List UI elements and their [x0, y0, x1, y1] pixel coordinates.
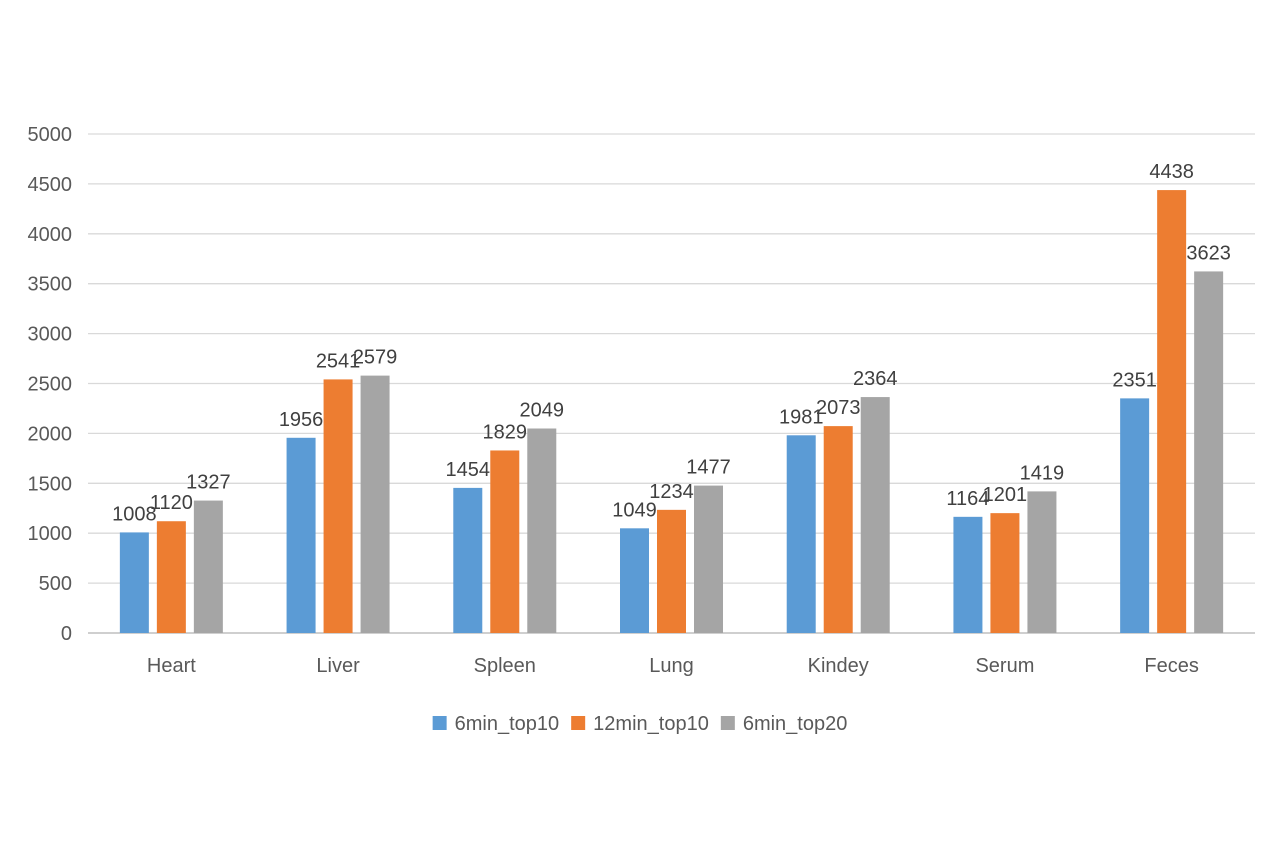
y-axis-ticks: 0 500 1000 1500 2000 2500 3000 3500 4000 4500 5000	[28, 124, 73, 645]
legend-item: 12min_top10	[571, 713, 709, 735]
bar	[1027, 491, 1057, 633]
bar	[1194, 271, 1224, 633]
x-tick-label: Feces	[1144, 655, 1198, 677]
legend-item: 6min_top20	[720, 713, 848, 735]
legend-swatch	[720, 716, 735, 730]
data-label: 2073	[816, 397, 861, 419]
bar	[1157, 190, 1187, 634]
legend-label: 6min_top10	[455, 713, 560, 735]
data-label: 1829	[483, 421, 528, 443]
data-label: 1201	[983, 484, 1028, 506]
legend-swatch	[432, 716, 447, 730]
bar	[527, 428, 557, 633]
data-label: 1419	[1020, 462, 1065, 484]
bar	[823, 426, 853, 633]
bar	[453, 487, 483, 633]
data-label: 2351	[1112, 369, 1157, 391]
data-label: 1327	[186, 472, 231, 494]
data-label: 2364	[853, 368, 898, 390]
bars	[119, 190, 1224, 634]
legend-item: 6min_top10	[432, 713, 560, 735]
y-tick-label: 1500	[28, 473, 73, 495]
y-tick-label: 500	[39, 573, 72, 595]
bar	[360, 375, 390, 633]
legend: 6min_top10 12min_top10 6min_top20	[432, 713, 848, 735]
y-tick-label: 4000	[28, 224, 73, 246]
data-label: 1981	[779, 406, 824, 428]
bar	[694, 485, 723, 633]
bar	[786, 435, 816, 633]
bar	[953, 516, 983, 633]
bar	[490, 450, 520, 633]
data-label: 1234	[649, 481, 694, 503]
y-tick-label: 3500	[28, 274, 73, 296]
data-label: 2049	[520, 400, 565, 422]
data-label: 1120	[150, 492, 193, 514]
x-tick-label: Heart	[147, 655, 196, 677]
bar	[990, 513, 1020, 633]
bar	[860, 397, 890, 633]
x-tick-label: Liver	[316, 655, 360, 677]
gridlines	[88, 133, 1255, 634]
data-label: 1164	[946, 488, 989, 510]
y-tick-label: 2000	[28, 423, 73, 445]
x-tick-label: Spleen	[474, 655, 536, 677]
bar	[286, 437, 316, 633]
x-axis-ticks: Heart Liver Spleen Lung Kindey Serum Feces	[147, 655, 1199, 677]
data-label: 2579	[353, 347, 398, 369]
data-label: 1008	[112, 503, 157, 525]
data-label: 4438	[1149, 161, 1194, 183]
legend-swatch	[571, 716, 586, 730]
x-tick-label: Serum	[975, 655, 1034, 677]
bar	[119, 532, 149, 633]
legend-label: 12min_top10	[593, 713, 709, 735]
y-tick-label: 3000	[28, 324, 73, 346]
data-label: 1049	[612, 499, 657, 521]
data-label: 1477	[686, 457, 731, 479]
bar	[323, 379, 353, 633]
data-label: 3623	[1186, 242, 1231, 264]
bar	[193, 500, 223, 633]
legend-label: 6min_top20	[743, 713, 848, 735]
bar	[620, 528, 649, 633]
bar	[657, 509, 686, 633]
data-label: 1956	[279, 409, 324, 431]
data-label: 2541	[316, 350, 361, 372]
y-tick-label: 4500	[28, 174, 73, 196]
y-tick-label: 5000	[28, 124, 73, 146]
x-tick-label: Kindey	[808, 655, 869, 677]
bar	[156, 521, 186, 633]
bar	[1120, 398, 1150, 633]
x-tick-label: Lung	[649, 655, 694, 677]
y-tick-label: 2500	[28, 374, 73, 396]
y-tick-label: 0	[61, 623, 72, 645]
y-tick-label: 1000	[28, 523, 73, 545]
data-label: 1454	[446, 459, 491, 481]
